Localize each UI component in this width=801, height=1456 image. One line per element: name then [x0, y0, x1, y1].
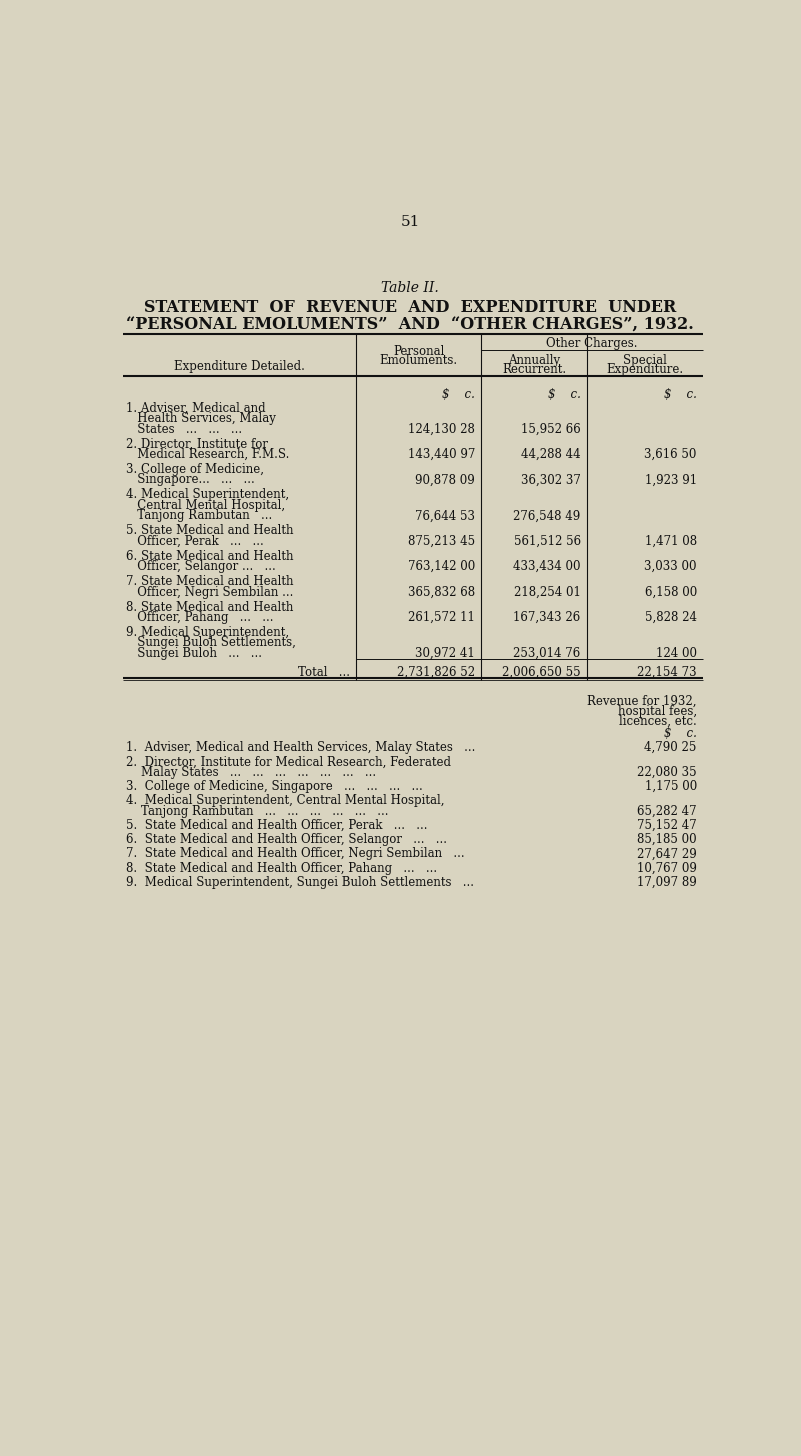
Text: 433,434 00: 433,434 00	[513, 561, 581, 574]
Text: 1,471 08: 1,471 08	[645, 534, 697, 547]
Text: Officer, Selangor ...   ...: Officer, Selangor ... ...	[127, 561, 276, 574]
Text: Table II.: Table II.	[381, 281, 439, 296]
Text: 261,572 11: 261,572 11	[409, 612, 475, 625]
Text: 5. State Medical and Health: 5. State Medical and Health	[127, 524, 294, 537]
Text: Singapore...   ...   ...: Singapore... ... ...	[127, 473, 256, 486]
Text: licences, etc.: licences, etc.	[619, 715, 697, 728]
Text: 3.  College of Medicine, Singapore   ...   ...   ...   ...: 3. College of Medicine, Singapore ... ..…	[127, 780, 423, 794]
Text: 7. State Medical and Health: 7. State Medical and Health	[127, 575, 294, 588]
Text: 3,033 00: 3,033 00	[644, 561, 697, 574]
Text: Tanjong Rambutan   ...   ...   ...   ...   ...   ...: Tanjong Rambutan ... ... ... ... ... ...	[127, 805, 389, 818]
Text: Revenue for 1932,: Revenue for 1932,	[587, 695, 697, 708]
Text: 10,767 09: 10,767 09	[637, 862, 697, 875]
Text: 6.  State Medical and Health Officer, Selangor   ...   ...: 6. State Medical and Health Officer, Sel…	[127, 833, 448, 846]
Text: 2,006,650 55: 2,006,650 55	[502, 665, 581, 678]
Text: Special: Special	[623, 354, 667, 367]
Text: 3,616 50: 3,616 50	[645, 448, 697, 462]
Text: 2.  Director, Institute for Medical Research, Federated: 2. Director, Institute for Medical Resea…	[127, 756, 452, 769]
Text: 4,790 25: 4,790 25	[645, 741, 697, 754]
Text: Officer, Negri Sembilan ...: Officer, Negri Sembilan ...	[127, 585, 294, 598]
Text: 253,014 76: 253,014 76	[513, 646, 581, 660]
Text: Health Services, Malay: Health Services, Malay	[127, 412, 276, 425]
Text: 8. State Medical and Health: 8. State Medical and Health	[127, 600, 294, 613]
Text: 365,832 68: 365,832 68	[408, 585, 475, 598]
Text: 27,647 29: 27,647 29	[637, 847, 697, 860]
Text: Sungei Buloh   ...   ...: Sungei Buloh ... ...	[127, 646, 263, 660]
Text: 9.  Medical Superintendent, Sungei Buloh Settlements   ...: 9. Medical Superintendent, Sungei Buloh …	[127, 877, 474, 888]
Text: Medical Research, F.M.S.: Medical Research, F.M.S.	[127, 448, 290, 462]
Text: 1,175 00: 1,175 00	[645, 780, 697, 794]
Text: 51: 51	[400, 215, 420, 229]
Text: 1.  Adviser, Medical and Health Services, Malay States   ...: 1. Adviser, Medical and Health Services,…	[127, 741, 476, 754]
Text: 30,972 41: 30,972 41	[416, 646, 475, 660]
Text: Expenditure Detailed.: Expenditure Detailed.	[174, 360, 305, 373]
Text: Officer, Pahang   ...   ...: Officer, Pahang ... ...	[127, 612, 274, 625]
Text: 36,302 37: 36,302 37	[521, 473, 581, 486]
Text: 6,158 00: 6,158 00	[645, 585, 697, 598]
Text: 276,548 49: 276,548 49	[513, 510, 581, 523]
Text: 1. Adviser, Medical and: 1. Adviser, Medical and	[127, 402, 266, 415]
Text: Malay States   ...   ...   ...   ...   ...   ...   ...: Malay States ... ... ... ... ... ... ...	[127, 766, 376, 779]
Text: Sungei Buloh Settlements,: Sungei Buloh Settlements,	[127, 636, 296, 649]
Text: 875,213 45: 875,213 45	[408, 534, 475, 547]
Text: 75,152 47: 75,152 47	[637, 818, 697, 831]
Text: 6. State Medical and Health: 6. State Medical and Health	[127, 550, 294, 562]
Text: 65,282 47: 65,282 47	[638, 805, 697, 818]
Text: 90,878 09: 90,878 09	[416, 473, 475, 486]
Text: 4. Medical Superintendent,: 4. Medical Superintendent,	[127, 489, 290, 501]
Text: 2. Director, Institute for: 2. Director, Institute for	[127, 438, 268, 451]
Text: Other Charges.: Other Charges.	[546, 338, 638, 351]
Text: Annually: Annually	[508, 354, 560, 367]
Text: 4.  Medical Superintendent, Central Mental Hospital,: 4. Medical Superintendent, Central Menta…	[127, 794, 445, 807]
Text: Total   ...: Total ...	[298, 665, 350, 678]
Text: Officer, Perak   ...   ...: Officer, Perak ... ...	[127, 534, 264, 547]
Text: 561,512 56: 561,512 56	[513, 534, 581, 547]
Text: 1,923 91: 1,923 91	[645, 473, 697, 486]
Text: 22,154 73: 22,154 73	[638, 665, 697, 678]
Text: 44,288 44: 44,288 44	[521, 448, 581, 462]
Text: 167,343 26: 167,343 26	[513, 612, 581, 625]
Text: 124 00: 124 00	[656, 646, 697, 660]
Text: 22,080 35: 22,080 35	[638, 766, 697, 779]
Text: Personal: Personal	[393, 345, 445, 358]
Text: 85,185 00: 85,185 00	[638, 833, 697, 846]
Text: 15,952 66: 15,952 66	[521, 422, 581, 435]
Text: $    c.: $ c.	[664, 727, 697, 740]
Text: “PERSONAL EMOLUMENTS”  AND  “OTHER CHARGES”, 1932.: “PERSONAL EMOLUMENTS” AND “OTHER CHARGES…	[127, 316, 694, 333]
Text: 3. College of Medicine,: 3. College of Medicine,	[127, 463, 264, 476]
Text: 76,644 53: 76,644 53	[415, 510, 475, 523]
Text: 763,142 00: 763,142 00	[408, 561, 475, 574]
Text: 8.  State Medical and Health Officer, Pahang   ...   ...: 8. State Medical and Health Officer, Pah…	[127, 862, 437, 875]
Text: 9. Medical Superintendent,: 9. Medical Superintendent,	[127, 626, 290, 639]
Text: $    c.: $ c.	[664, 387, 697, 400]
Text: STATEMENT  OF  REVENUE  AND  EXPENDITURE  UNDER: STATEMENT OF REVENUE AND EXPENDITURE UND…	[144, 300, 676, 316]
Text: hospital fees,: hospital fees,	[618, 705, 697, 718]
Text: $    c.: $ c.	[442, 387, 475, 400]
Text: Recurrent.: Recurrent.	[502, 364, 566, 376]
Text: 7.  State Medical and Health Officer, Negri Sembilan   ...: 7. State Medical and Health Officer, Neg…	[127, 847, 465, 860]
Text: 2,731,826 52: 2,731,826 52	[397, 665, 475, 678]
Text: Tanjong Rambutan   ...: Tanjong Rambutan ...	[127, 510, 272, 523]
Text: $    c.: $ c.	[548, 387, 581, 400]
Text: 218,254 01: 218,254 01	[513, 585, 581, 598]
Text: 5,828 24: 5,828 24	[645, 612, 697, 625]
Text: 143,440 97: 143,440 97	[408, 448, 475, 462]
Text: 5.  State Medical and Health Officer, Perak   ...   ...: 5. State Medical and Health Officer, Per…	[127, 818, 428, 831]
Text: Emoluments.: Emoluments.	[380, 354, 457, 367]
Text: Central Mental Hospital,: Central Mental Hospital,	[127, 499, 286, 513]
Text: 17,097 89: 17,097 89	[637, 877, 697, 888]
Text: Expenditure.: Expenditure.	[606, 364, 683, 376]
Text: States   ...   ...   ...: States ... ... ...	[127, 422, 243, 435]
Text: 124,130 28: 124,130 28	[409, 422, 475, 435]
